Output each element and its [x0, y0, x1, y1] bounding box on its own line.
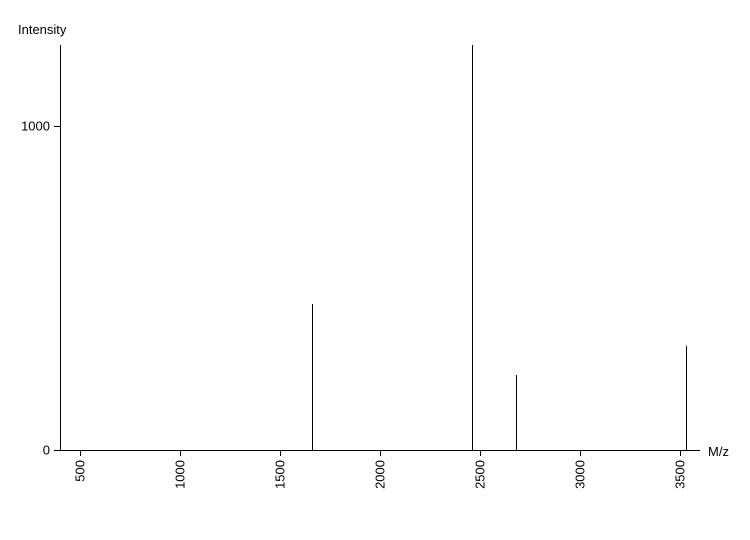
spectrum-peak: [516, 375, 517, 450]
y-axis: [60, 45, 61, 450]
x-tick: [180, 450, 181, 456]
mass-spectrum-chart: 01000500100015002000250030003500Intensit…: [0, 0, 750, 540]
spectrum-peak: [312, 304, 313, 450]
x-tick: [480, 450, 481, 456]
y-tick: [54, 126, 60, 127]
y-tick-label: 1000: [21, 119, 50, 134]
x-tick: [680, 450, 681, 456]
spectrum-peak: [472, 45, 473, 450]
y-tick-label: 0: [43, 443, 50, 458]
y-tick: [54, 450, 60, 451]
x-tick: [380, 450, 381, 456]
y-axis-title: Intensity: [18, 22, 66, 37]
x-tick: [80, 450, 81, 456]
x-axis-title: M/z: [708, 444, 729, 459]
spectrum-peak: [686, 346, 687, 450]
x-tick: [580, 450, 581, 456]
x-tick: [280, 450, 281, 456]
